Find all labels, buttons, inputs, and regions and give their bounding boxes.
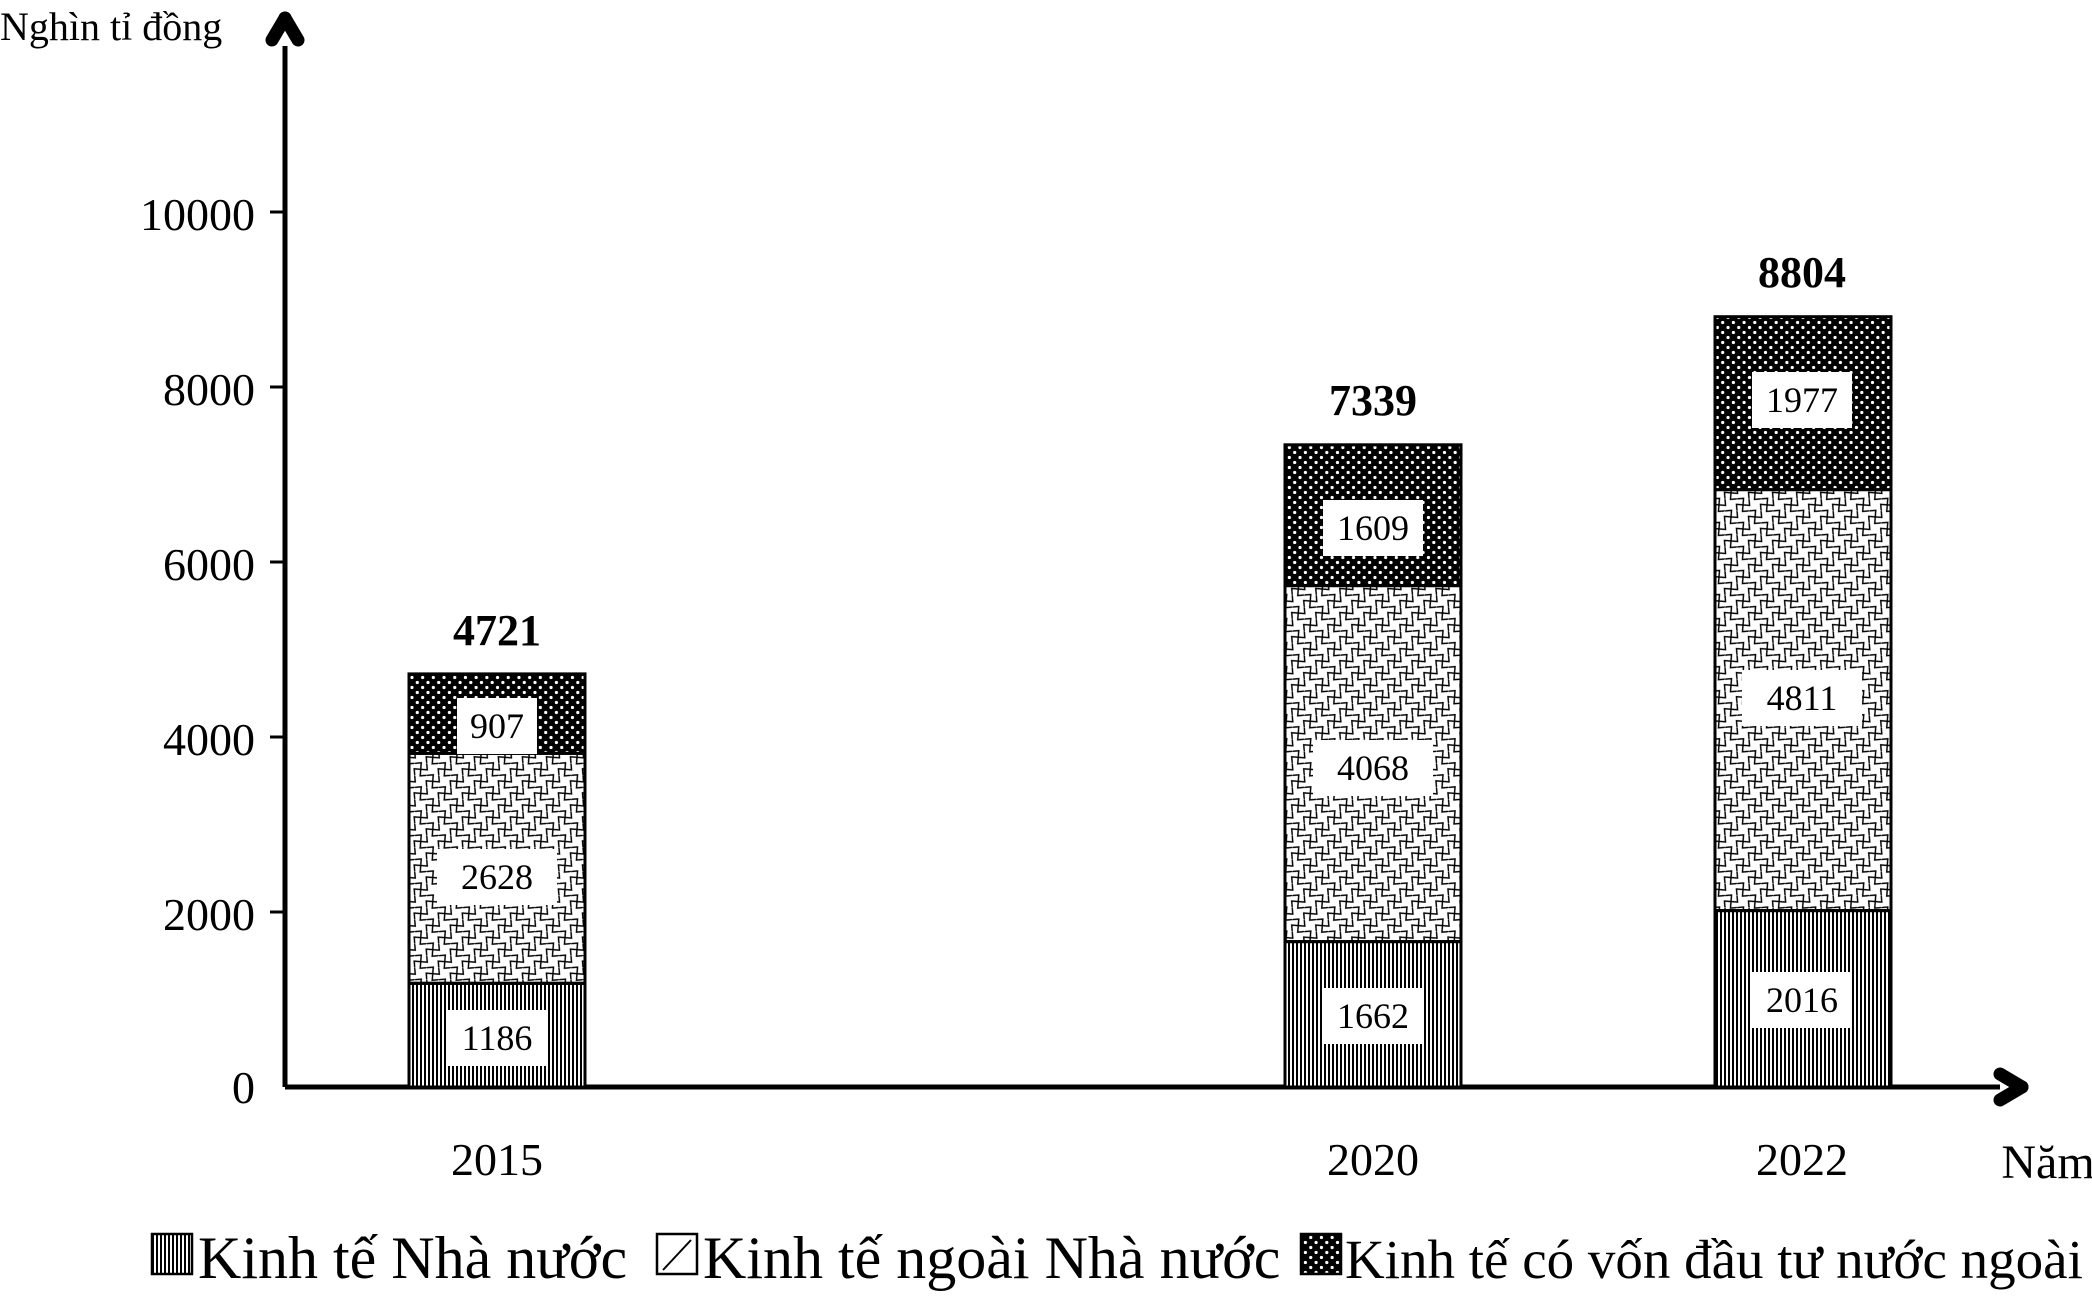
svg-text:7339: 7339 bbox=[1329, 376, 1417, 425]
svg-text:Kinh tế có vốn đầu tư nước ngo: Kinh tế có vốn đầu tư nước ngoài bbox=[1345, 1229, 2083, 1290]
svg-text:8000: 8000 bbox=[163, 364, 255, 415]
svg-text:2022: 2022 bbox=[1756, 1134, 1848, 1185]
svg-text:2015: 2015 bbox=[451, 1134, 543, 1185]
svg-text:1977: 1977 bbox=[1766, 380, 1838, 420]
svg-text:4000: 4000 bbox=[163, 714, 255, 765]
svg-text:2628: 2628 bbox=[461, 857, 533, 897]
svg-text:10000: 10000 bbox=[140, 189, 255, 240]
svg-text:4811: 4811 bbox=[1767, 678, 1838, 718]
svg-text:Năm: Năm bbox=[2001, 1136, 2092, 1189]
svg-text:8804: 8804 bbox=[1758, 248, 1846, 297]
svg-text:Kinh tế Nhà nước: Kinh tế Nhà nước bbox=[198, 1225, 627, 1291]
svg-text:1662: 1662 bbox=[1337, 996, 1409, 1036]
svg-text:1609: 1609 bbox=[1337, 508, 1409, 548]
svg-text:4068: 4068 bbox=[1337, 748, 1409, 788]
svg-text:2016: 2016 bbox=[1766, 980, 1838, 1020]
svg-text:Kinh tế ngoài Nhà nước: Kinh tế ngoài Nhà nước bbox=[703, 1225, 1280, 1291]
svg-text:0: 0 bbox=[232, 1062, 255, 1113]
svg-text:1186: 1186 bbox=[462, 1018, 533, 1058]
svg-text:Nghìn tỉ đồng: Nghìn tỉ đồng bbox=[0, 4, 222, 49]
svg-text:6000: 6000 bbox=[163, 539, 255, 590]
svg-text:907: 907 bbox=[470, 706, 524, 746]
svg-text:2000: 2000 bbox=[163, 889, 255, 940]
svg-text:4721: 4721 bbox=[453, 606, 541, 655]
svg-text:2020: 2020 bbox=[1327, 1134, 1419, 1185]
